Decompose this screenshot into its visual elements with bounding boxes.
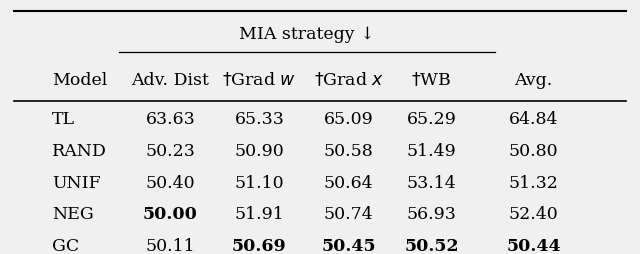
Text: 52.40: 52.40 bbox=[509, 205, 558, 223]
Text: 53.14: 53.14 bbox=[406, 174, 456, 191]
Text: 50.45: 50.45 bbox=[321, 237, 376, 254]
Text: TL: TL bbox=[52, 110, 76, 127]
Text: 50.69: 50.69 bbox=[232, 237, 287, 254]
Text: 63.63: 63.63 bbox=[145, 110, 195, 127]
Text: 51.10: 51.10 bbox=[235, 174, 284, 191]
Text: 50.40: 50.40 bbox=[145, 174, 195, 191]
Text: 51.32: 51.32 bbox=[509, 174, 559, 191]
Text: Model: Model bbox=[52, 72, 108, 89]
Text: 50.44: 50.44 bbox=[506, 237, 561, 254]
Text: MIA strategy ↓: MIA strategy ↓ bbox=[239, 26, 375, 43]
Text: Avg.: Avg. bbox=[515, 72, 552, 89]
Text: 50.74: 50.74 bbox=[324, 205, 374, 223]
Text: 64.84: 64.84 bbox=[509, 110, 558, 127]
Text: 51.49: 51.49 bbox=[406, 142, 456, 159]
Text: 50.11: 50.11 bbox=[145, 237, 195, 254]
Text: UNIF: UNIF bbox=[52, 174, 101, 191]
Text: Adv. Dist: Adv. Dist bbox=[131, 72, 209, 89]
Text: 51.91: 51.91 bbox=[235, 205, 284, 223]
Text: 50.52: 50.52 bbox=[404, 237, 459, 254]
Text: 50.00: 50.00 bbox=[143, 205, 198, 223]
Text: GC: GC bbox=[52, 237, 79, 254]
Text: 50.64: 50.64 bbox=[324, 174, 374, 191]
Text: $\dagger$WB: $\dagger$WB bbox=[412, 71, 452, 89]
Text: NEG: NEG bbox=[52, 205, 94, 223]
Text: 56.93: 56.93 bbox=[406, 205, 456, 223]
Text: 50.58: 50.58 bbox=[324, 142, 374, 159]
Text: 50.90: 50.90 bbox=[235, 142, 284, 159]
Text: 50.80: 50.80 bbox=[509, 142, 558, 159]
Text: 50.23: 50.23 bbox=[145, 142, 195, 159]
Text: 65.09: 65.09 bbox=[324, 110, 374, 127]
Text: $\dagger$Grad $w$: $\dagger$Grad $w$ bbox=[223, 71, 296, 89]
Text: RAND: RAND bbox=[52, 142, 108, 159]
Text: 65.29: 65.29 bbox=[406, 110, 456, 127]
Text: $\dagger$Grad $x$: $\dagger$Grad $x$ bbox=[314, 71, 384, 89]
Text: 65.33: 65.33 bbox=[234, 110, 284, 127]
